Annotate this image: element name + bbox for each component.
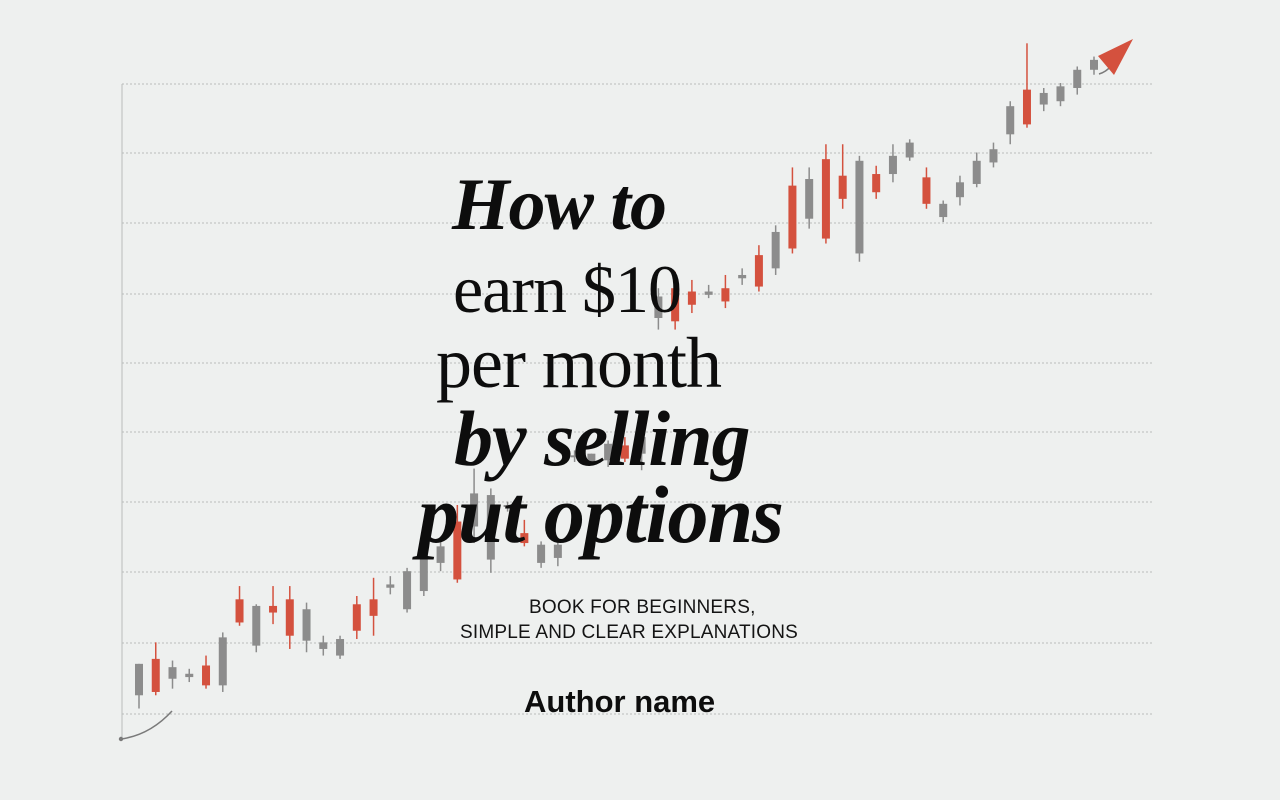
candle-body (419, 554, 428, 592)
trend-curve (120, 710, 173, 740)
title-line-1: How to (452, 164, 667, 246)
candle-body (151, 658, 160, 692)
candle-body (486, 495, 495, 560)
candle-body (336, 639, 345, 656)
candle-body (570, 455, 579, 458)
candle-body (855, 160, 864, 254)
candle-body (972, 160, 981, 184)
candle-body (738, 274, 747, 279)
candle-body (1039, 92, 1048, 105)
candle-body (637, 437, 646, 454)
candle-body (604, 443, 613, 461)
candle-body (135, 663, 143, 696)
chart-grid (121, 83, 1153, 740)
candle-body (939, 203, 948, 218)
candle-body (235, 599, 244, 623)
title-line-3: per month (436, 323, 722, 403)
candle-body (319, 642, 328, 649)
candle-body (185, 673, 194, 678)
candle-body (269, 605, 278, 613)
candle-body (587, 453, 596, 464)
candle-body (788, 185, 797, 249)
title-line-2: earn $10 (453, 251, 682, 327)
subtitle-line-1: BOOK FOR BEGINNERS, (529, 597, 756, 618)
candle-body (671, 288, 680, 322)
candle-body (285, 599, 294, 636)
candle-body (302, 609, 311, 641)
candle-body (1006, 106, 1015, 135)
candle-body (386, 584, 395, 588)
candle-body (721, 288, 730, 302)
candle-body (369, 599, 378, 616)
candle-body (872, 174, 881, 193)
candle-body (654, 296, 663, 318)
author-name: Author name (524, 684, 716, 719)
trend-arrow-icon (1098, 39, 1133, 75)
candle-body (687, 291, 696, 305)
candle-body (470, 493, 479, 527)
candle-body (553, 544, 562, 558)
candle-body (905, 142, 914, 158)
candles-group (135, 43, 1098, 709)
candle-body (503, 504, 512, 507)
candle-body (202, 665, 211, 686)
candle-body (352, 604, 361, 631)
candle-body (218, 637, 227, 686)
candle-body (888, 155, 897, 175)
subtitle-line-2: SIMPLE AND CLEAR EXPLANATIONS (460, 622, 799, 643)
candle-body (805, 179, 814, 219)
candle-body (771, 231, 780, 269)
candle-body (1073, 69, 1082, 88)
candle-body (252, 605, 261, 646)
candle-body (955, 182, 964, 198)
candle-body (821, 159, 830, 239)
trend-start-dot (118, 736, 124, 742)
candle-body (453, 521, 462, 580)
candle-body (704, 291, 713, 295)
title-line-4: by selling (454, 395, 750, 482)
candle-body (838, 175, 847, 199)
candle-body (1022, 89, 1031, 125)
candle-body (537, 544, 546, 563)
candle-body (922, 177, 931, 204)
title-line-5: put options (418, 469, 784, 560)
candle-body (520, 533, 529, 544)
candle-body (620, 445, 629, 459)
candle-body (989, 149, 998, 163)
candle-body (403, 571, 412, 610)
candle-body (1056, 86, 1065, 102)
candle-body (754, 255, 763, 287)
candle-body (436, 546, 445, 563)
candle-body (1090, 59, 1098, 70)
candle-body (168, 667, 177, 679)
